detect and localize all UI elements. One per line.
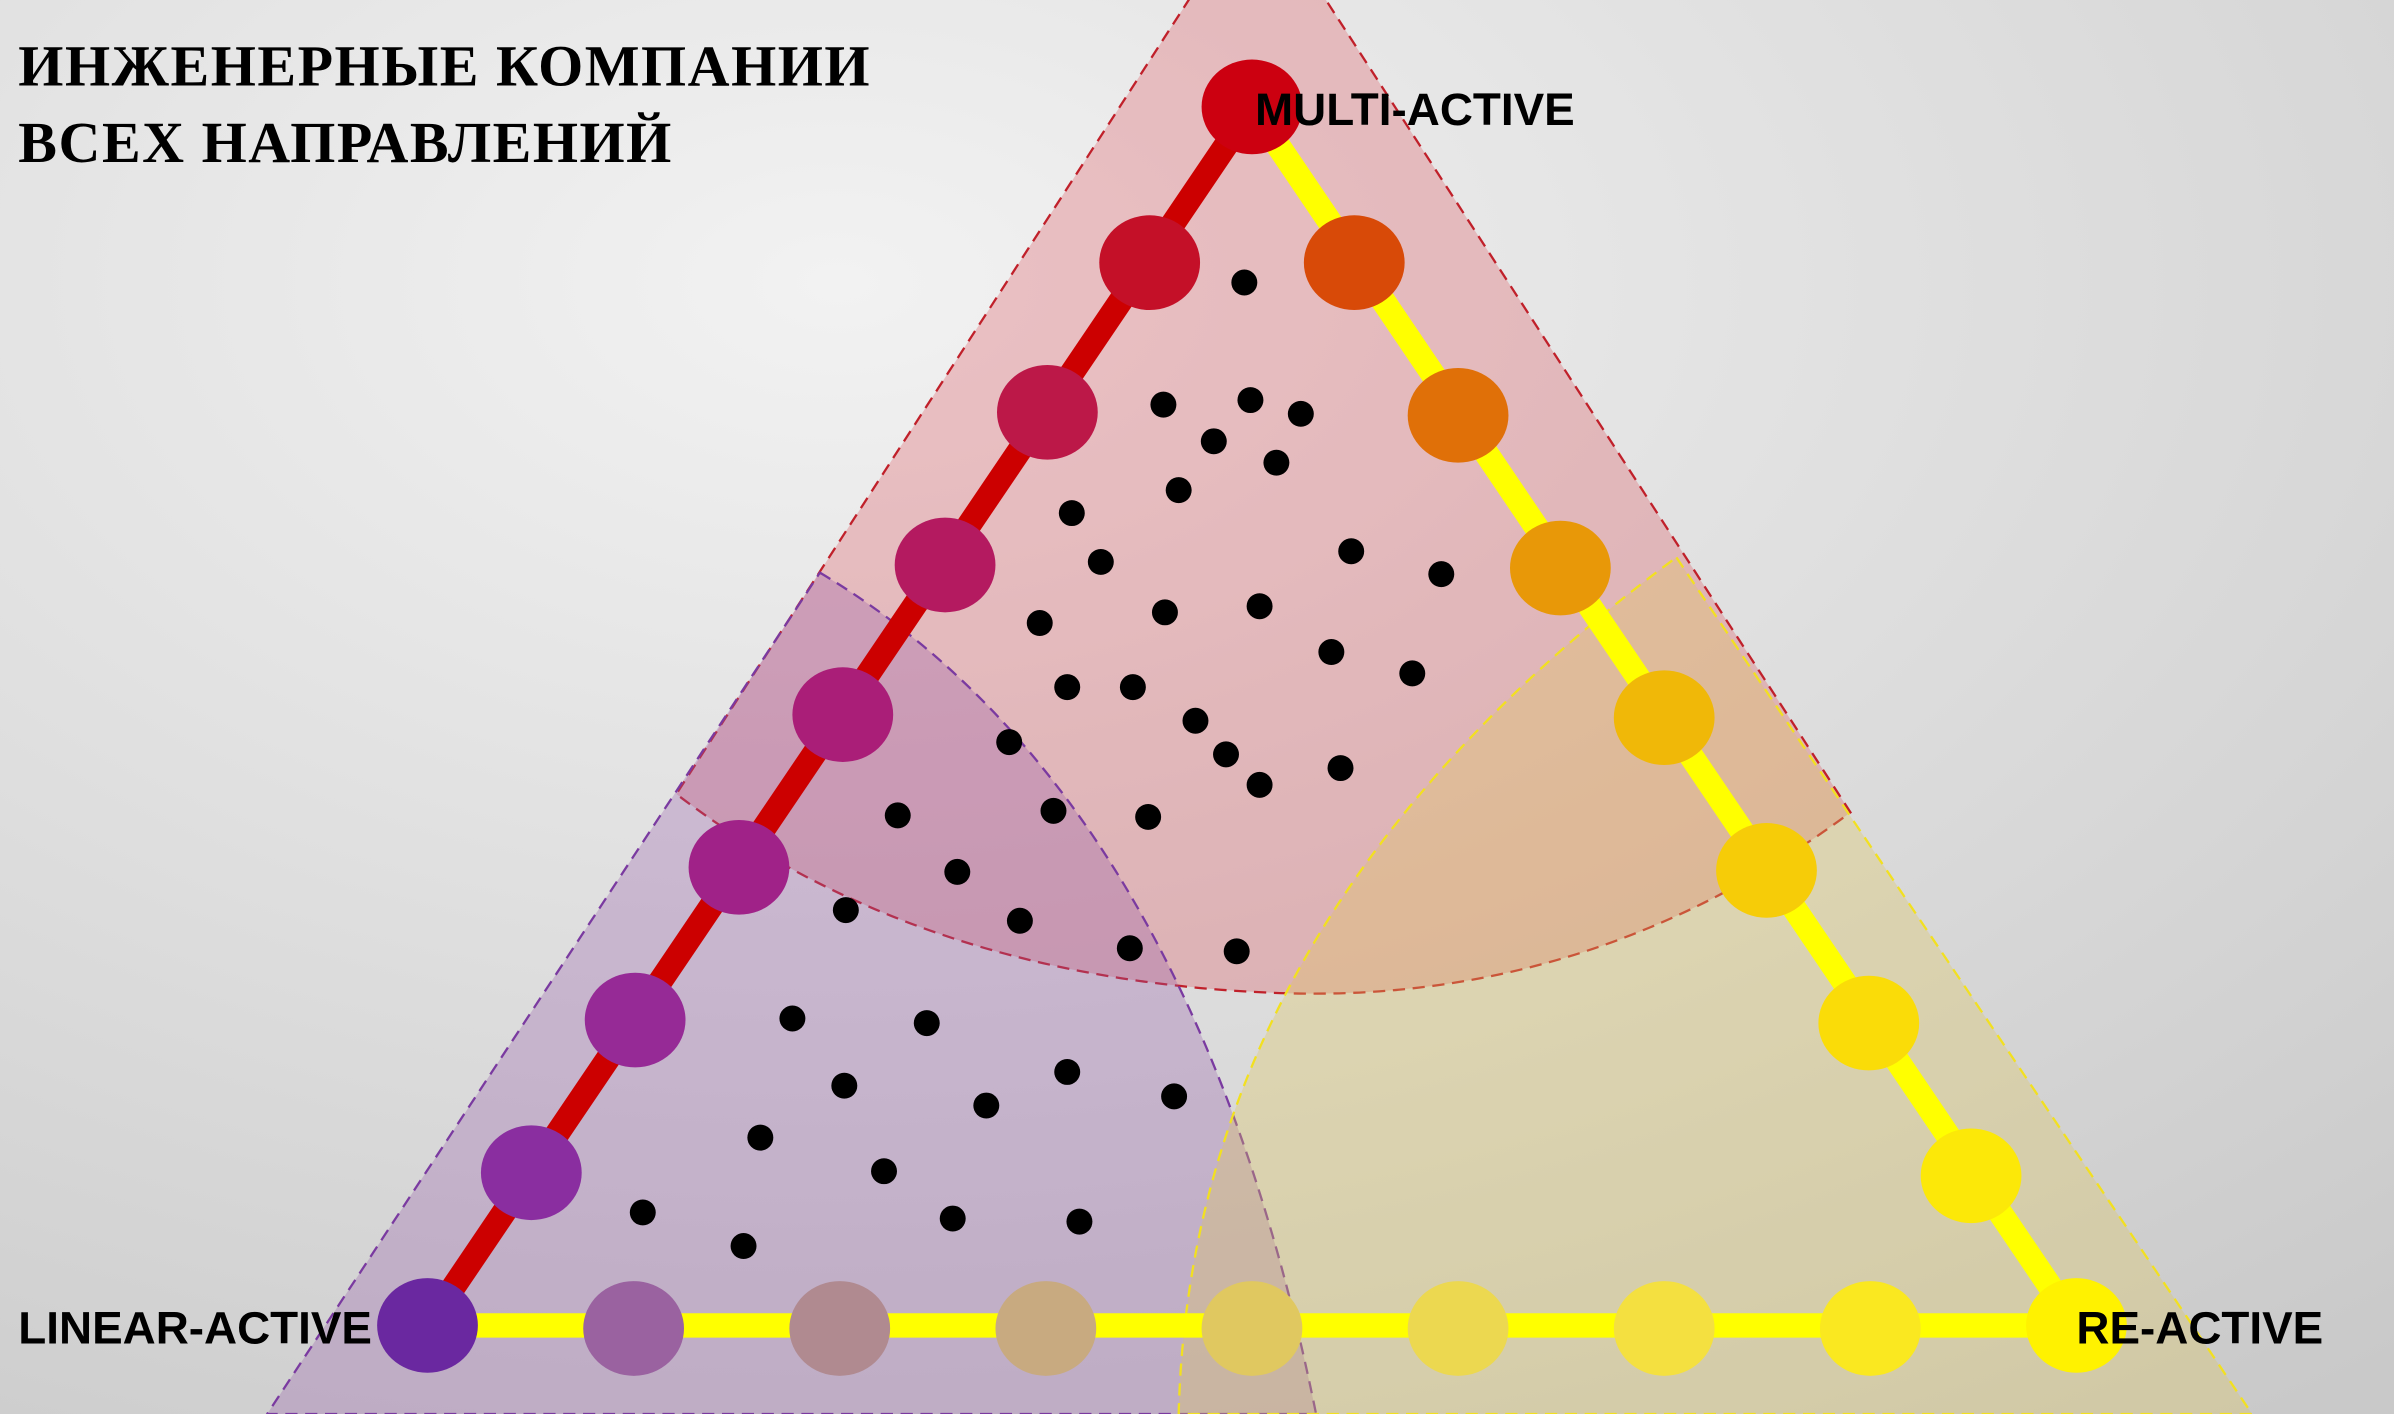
- edge-node: [1201, 1281, 1303, 1376]
- company-dot: [1182, 707, 1209, 734]
- company-dot: [1006, 907, 1033, 934]
- company-dot: [1165, 477, 1192, 504]
- company-dot: [944, 858, 971, 885]
- company-dot: [1327, 755, 1354, 782]
- company-dot: [730, 1233, 757, 1260]
- edge-node: [377, 1278, 478, 1373]
- company-dot: [831, 1072, 858, 1099]
- edge-node: [1819, 1281, 1921, 1376]
- edge-node: [792, 667, 894, 762]
- edge-node: [894, 517, 996, 613]
- edge-node: [1303, 215, 1405, 310]
- company-dot: [1116, 935, 1143, 962]
- company-dots: [629, 269, 1455, 1260]
- company-dot: [871, 1158, 897, 1185]
- company-dot: [1237, 387, 1264, 414]
- edge-node: [584, 972, 686, 1068]
- edge-node: [1818, 975, 1920, 1071]
- multi-active-zone: [674, 0, 1853, 995]
- company-dot: [1026, 610, 1053, 636]
- vertex-label: RE-ACTIVE: [2076, 1303, 2323, 1354]
- company-dot: [884, 802, 911, 829]
- company-dot: [1058, 500, 1085, 527]
- company-dot: [1399, 660, 1426, 687]
- edge-node: [2026, 1278, 2127, 1373]
- edge-node: [480, 1125, 582, 1221]
- edge-node: [1716, 823, 1817, 918]
- company-dot: [1246, 771, 1273, 798]
- company-dot: [1428, 561, 1455, 588]
- company-dot: [1231, 269, 1258, 296]
- company-dot: [1246, 593, 1273, 620]
- edge-node: [996, 364, 1098, 460]
- company-dot: [1054, 674, 1081, 701]
- title-line: ИНЖЕНЕРНЫЕ КОМПАНИИ: [18, 34, 871, 99]
- company-dot: [629, 1199, 656, 1226]
- company-dot: [996, 729, 1023, 756]
- company-dot: [1087, 548, 1114, 575]
- company-dot: [1287, 400, 1314, 427]
- company-dot: [1200, 428, 1227, 455]
- company-dot: [1318, 639, 1345, 666]
- edge-node: [1407, 1281, 1509, 1376]
- company-dot: [913, 1010, 940, 1037]
- company-dot: [1263, 449, 1290, 476]
- company-dot: [832, 897, 859, 924]
- company-dot: [1213, 741, 1239, 768]
- edge-node: [1509, 520, 1611, 616]
- company-dot: [1151, 599, 1178, 626]
- edge-node: [1613, 1281, 1715, 1376]
- vertex-label: MULTI-ACTIVE: [1255, 84, 1575, 135]
- company-dot: [1161, 1083, 1188, 1110]
- company-dot: [1119, 674, 1146, 701]
- edge-node: [1613, 670, 1715, 766]
- company-dot: [1066, 1208, 1093, 1235]
- title-line: ВСЕХ НАПРАВЛЕНИЙ: [18, 110, 672, 175]
- company-dot: [1223, 938, 1250, 965]
- edge-node: [995, 1281, 1097, 1376]
- company-dot: [939, 1205, 966, 1232]
- edge-nodes: [377, 59, 2127, 1376]
- company-dot: [1135, 803, 1162, 830]
- edge-node: [789, 1281, 891, 1376]
- company-dot: [747, 1124, 774, 1151]
- company-dot: [1338, 538, 1365, 565]
- company-dot: [779, 1005, 806, 1032]
- edge-node: [688, 819, 790, 915]
- edge-node: [1099, 215, 1201, 310]
- edge-node: [1920, 1128, 2022, 1224]
- edge-node: [583, 1281, 684, 1376]
- company-dot: [1040, 797, 1067, 824]
- vertex-label: LINEAR-ACTIVE: [18, 1303, 372, 1354]
- edge-node: [1201, 59, 1303, 155]
- company-dot: [1150, 391, 1177, 418]
- company-dot: [1054, 1058, 1081, 1085]
- company-dot: [973, 1092, 1000, 1119]
- edge-node: [1407, 368, 1509, 463]
